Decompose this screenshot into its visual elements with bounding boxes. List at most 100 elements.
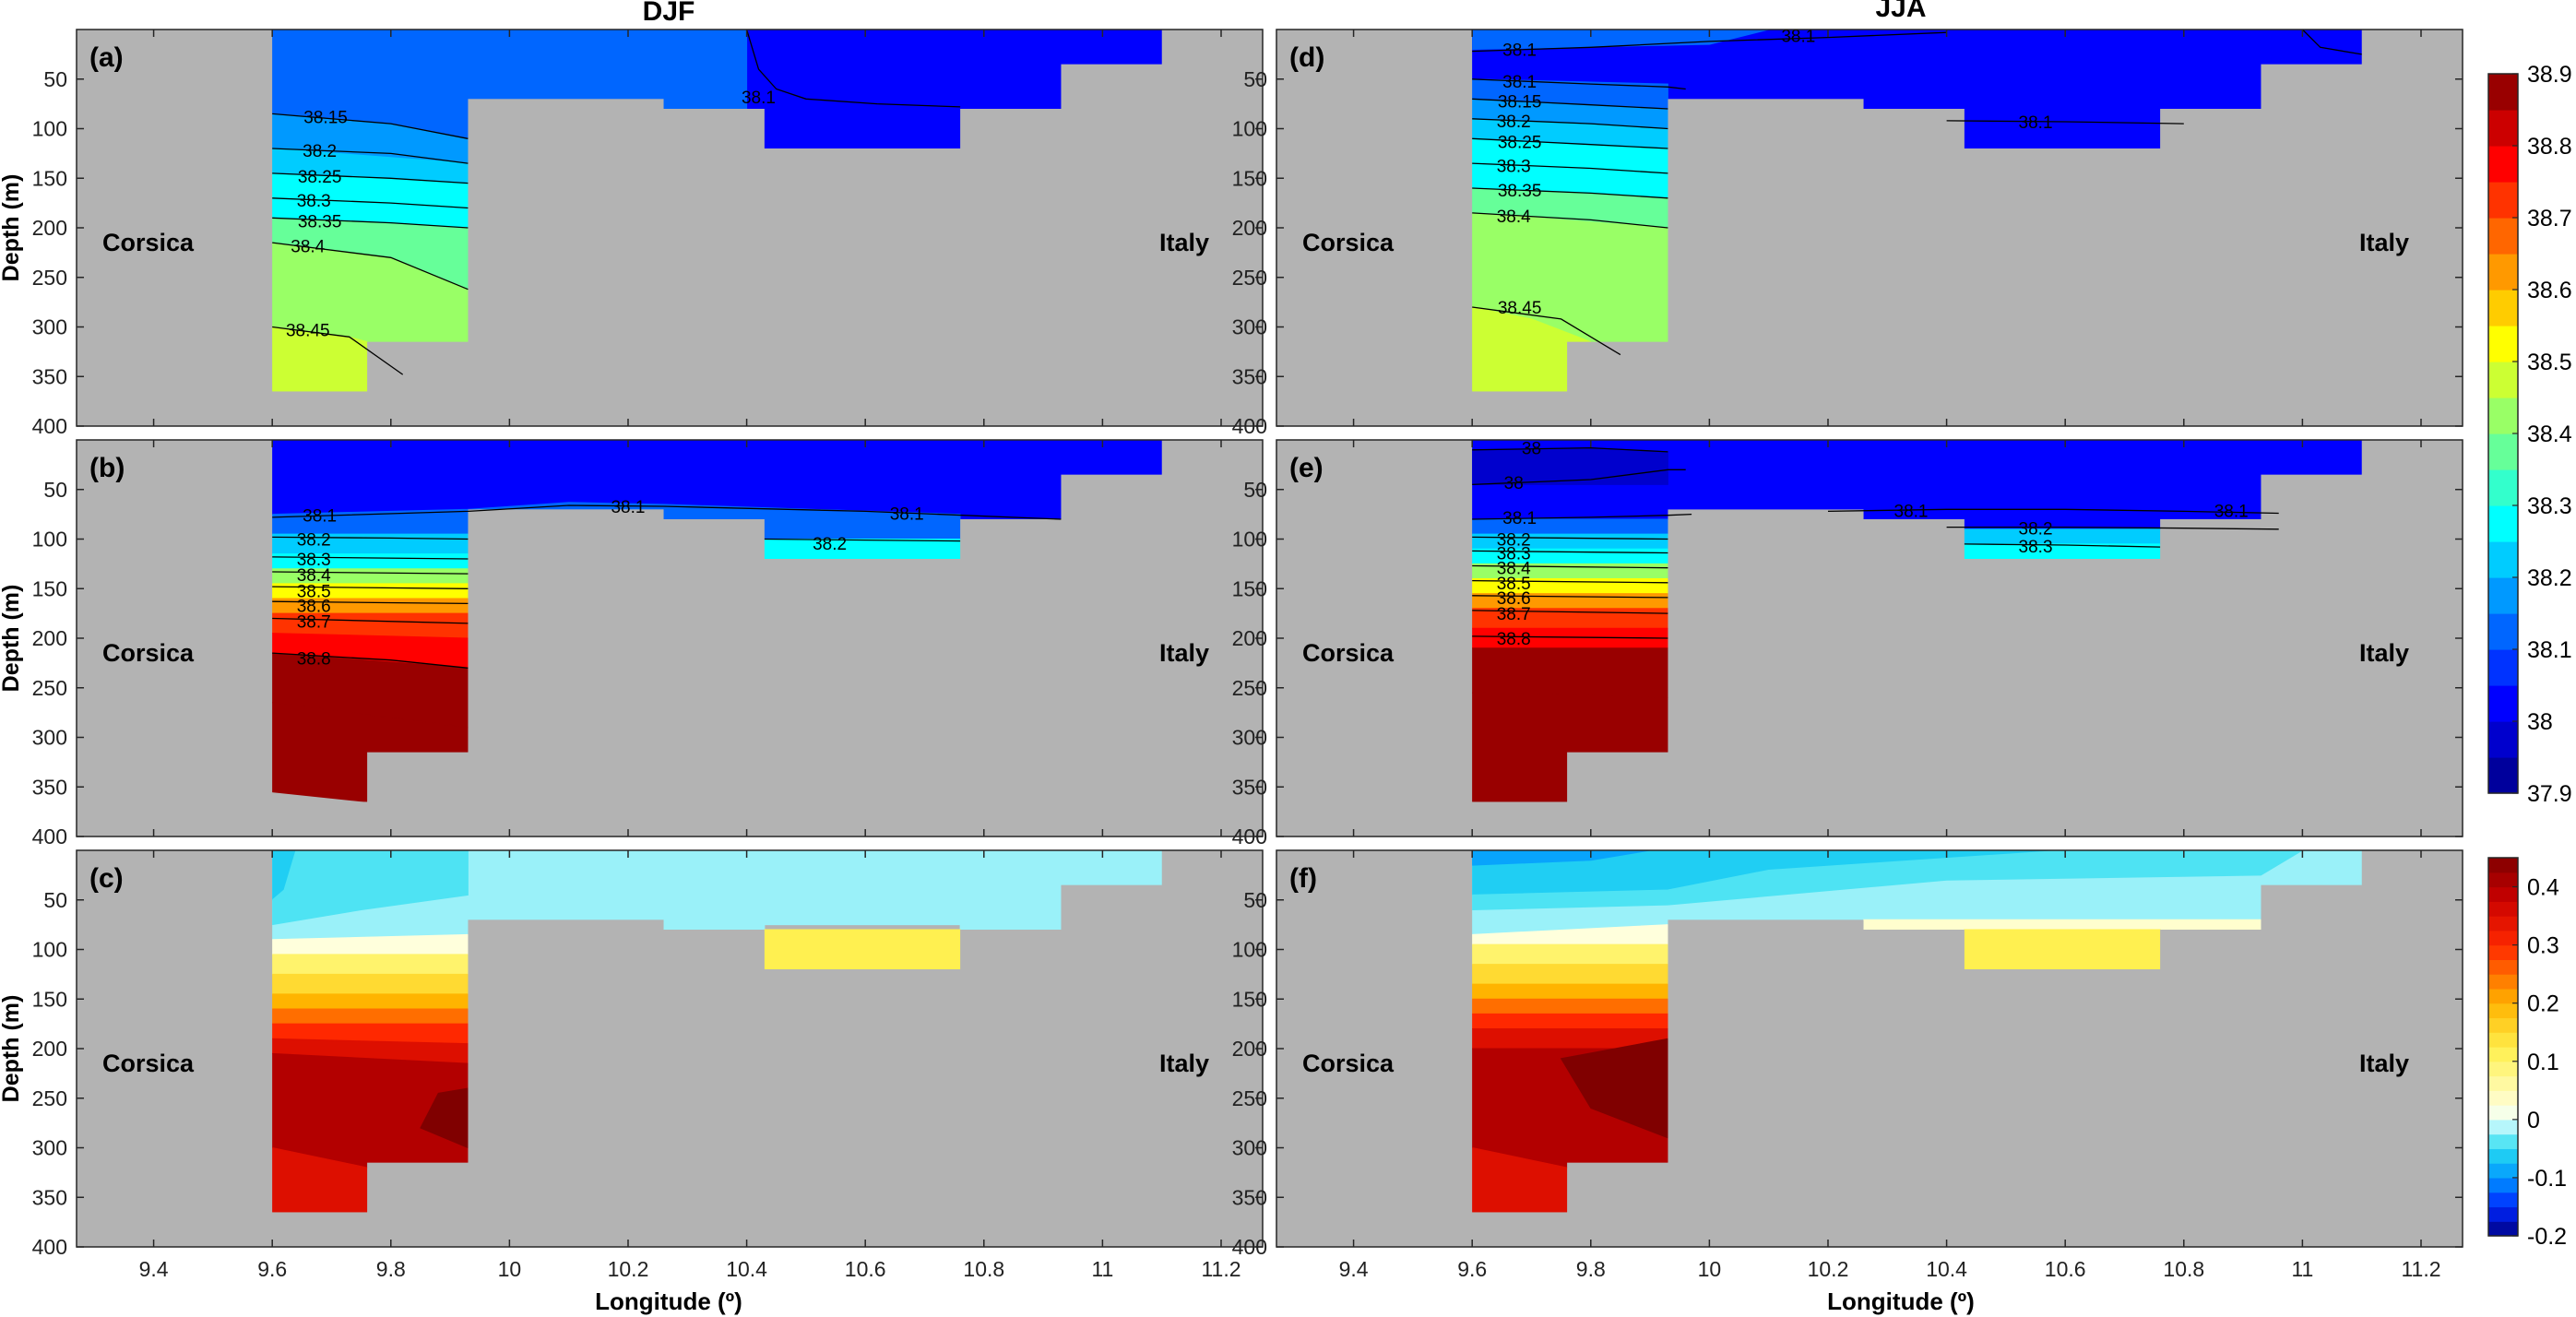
panel-label: (a) [89,42,124,73]
column-title-jja: JJA [1875,0,1926,23]
contour-line [1472,212,1668,229]
fill-band [272,702,469,802]
contour-label: 38.35 [1498,182,1542,201]
colorbar-segment [2488,1075,2518,1091]
y-tick-label: 150 [32,987,67,1011]
colorbar-segment [2488,1047,2518,1062]
fill-band [1472,998,1668,1014]
y-tick-label: 100 [32,528,67,552]
x-tick-label: 11 [1091,1257,1113,1281]
colorbar-segment [2488,685,2518,722]
contour-line [1472,550,1668,554]
contour-label: 38.2 [303,142,337,161]
fill-band [764,539,961,560]
panel-label: (c) [89,863,124,894]
y-tick-label: 400 [1232,1235,1267,1259]
contour-line [1472,78,1686,90]
contour-line [1472,610,1668,614]
colorbar-tick-label: 38.9 [2527,62,2572,88]
sea-fills [1472,850,2362,1213]
panel-b: 38.1 38.1 38.138.2 38.238.338.438.538.638.7… [0,439,1264,848]
contour-line [1472,306,1621,356]
y-tick-label: 200 [1232,1037,1267,1061]
contour-line [1472,513,1692,520]
x-tick-label: 10.4 [1926,1257,1967,1281]
colorbar-segment [2488,959,2518,975]
contour-label: 38 [1504,474,1524,493]
contour-label: 38.1 [1502,42,1537,61]
x-tick-label: 10.8 [2163,1257,2204,1281]
y-tick-label: 400 [1232,414,1267,438]
y-tick-label: 250 [32,266,67,290]
contour-label: 38.4 [297,566,331,586]
fill-band [272,954,469,975]
colorbar-segment [2488,541,2518,578]
colorbar-tick-label: 38.1 [2527,637,2572,663]
panel-label: (b) [89,453,125,483]
colorbar-tick-label: 0 [2527,1108,2540,1133]
colorbar-segment [2488,433,2518,470]
y-axis-label: Depth (m) [0,995,24,1103]
colorbar-tick-label: 0.1 [2527,1050,2559,1075]
y-tick-label: 200 [1232,626,1267,650]
colorbar-tick-label: 38.6 [2527,278,2572,303]
contour-label: 38.1 [1894,502,1929,521]
y-tick-label: 250 [1232,266,1267,290]
colorbar-tick-label: 38.8 [2527,134,2572,160]
contour-label: 38.2 [1497,531,1531,551]
colorbar-segment [2488,218,2518,255]
contour-label: 38.15 [1498,92,1542,112]
colorbar-segment [2488,1148,2518,1164]
column-title-djf: DJF [643,0,695,27]
y-tick-label: 400 [32,414,67,438]
panel-label: (f) [1289,863,1317,894]
colorbar-segment [2488,1177,2518,1193]
contour-line [272,326,404,375]
y-tick-label: 50 [43,67,67,91]
fill-band [1472,692,1668,802]
y-tick-label: 200 [1232,216,1267,240]
colorbar-segment [2488,505,2518,542]
contour-line [1472,162,1668,174]
y-tick-label: 100 [1232,117,1267,141]
italy-label: Italy [2359,639,2409,667]
fill-band [1472,964,1668,985]
y-tick-label: 300 [1232,1136,1267,1160]
fill-band [764,929,961,970]
contour-line [1472,635,1668,639]
fill-band [1964,543,2161,560]
contour-label: 38.4 [291,237,325,256]
contour-line [272,600,469,605]
fill-band [1472,943,1668,966]
contour-line [745,29,961,108]
colorbar-segment [2488,290,2518,326]
colorbars: 38.9 38.8 38.7 38.6 38.5 38.4 38.3 38.2 38.1 38 37… [2487,62,2572,1250]
contour-line [1472,469,1686,486]
contour-line [1472,31,1947,53]
contour-line [1472,98,1668,110]
y-tick-label: 400 [32,825,67,848]
y-tick-label: 50 [1243,478,1267,502]
colorbar-segment [2488,858,2518,873]
corsica-label: Corsica [1302,639,1395,667]
contour-label: 38 [1522,440,1541,459]
colorbar-segment [2488,1221,2518,1237]
contour-line [272,148,469,164]
y-tick-label: 300 [32,726,67,750]
colorbar-salinity: 38.9 38.8 38.7 38.6 38.5 38.4 38.3 38.2 38.1 38 37… [2487,62,2572,807]
colorbar-segment [2488,469,2518,506]
colorbar-tick-label: 38.4 [2527,421,2572,447]
colorbar-segment [2488,254,2518,291]
y-tick-label: 400 [32,1235,67,1259]
y-tick-label: 200 [32,216,67,240]
sea-fills [1472,30,2362,392]
panel-label: (e) [1289,453,1324,483]
italy-label: Italy [1159,229,1209,256]
fill-band [272,993,469,1010]
colorbar-tick-label: 38.3 [2527,493,2572,519]
x-tick-label: 10 [1698,1257,1722,1281]
contour-label: 38.25 [298,168,342,187]
contour-line [1964,543,2161,548]
y-tick-label: 350 [1232,364,1267,388]
